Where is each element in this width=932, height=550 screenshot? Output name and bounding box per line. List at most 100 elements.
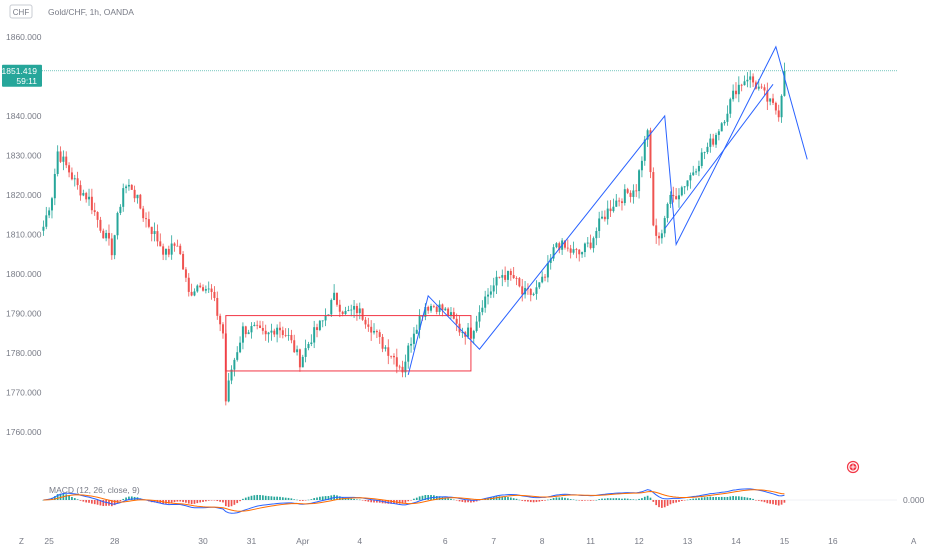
candle-body <box>729 99 732 114</box>
macd-histogram-bar <box>68 495 70 500</box>
pattern-polyline[interactable] <box>407 45 808 376</box>
y-tick-label: 1840.000 <box>6 111 42 121</box>
candle-body <box>695 171 698 173</box>
macd-histogram-bar <box>732 496 734 500</box>
candle-body <box>187 277 190 292</box>
macd-histogram-bar <box>435 495 438 500</box>
candle-body <box>219 315 222 325</box>
macd-histogram-bar <box>250 495 253 500</box>
macd-histogram-bar <box>276 496 278 500</box>
macd-histogram-bar <box>244 497 247 500</box>
macd-histogram-bar <box>689 499 692 500</box>
candle-body <box>749 76 752 80</box>
candle-body <box>96 212 99 220</box>
candle-body <box>321 320 324 322</box>
time-axis[interactable]: 25 28 30 31 Apr 4 6 7 8 11 12 13 14 15 16 <box>44 536 837 546</box>
candle-body <box>190 291 193 296</box>
alert-icon[interactable] <box>846 460 860 474</box>
y-tick-label: 1800.000 <box>6 269 42 279</box>
candle-body <box>569 248 572 253</box>
candle-body <box>598 218 601 232</box>
macd-histogram-bar <box>230 500 233 507</box>
candle-body <box>333 292 336 301</box>
macd-histogram-bar <box>236 500 239 504</box>
candle-body <box>42 226 45 231</box>
candle-body <box>344 311 347 315</box>
candle-body <box>167 248 170 255</box>
macd-legend[interactable]: MACD (12, 26, close, 9) <box>49 485 140 495</box>
candle-body <box>430 305 433 311</box>
macd-histogram-bar <box>242 498 244 500</box>
candle-body <box>706 146 709 153</box>
range-rectangle[interactable] <box>225 315 472 372</box>
macd-histogram-bar <box>347 498 350 500</box>
macd-line <box>43 488 785 514</box>
candle-body <box>59 151 62 162</box>
macd-histogram-bar <box>398 500 401 504</box>
macd-histogram-bar <box>623 498 626 500</box>
candle-body <box>512 274 515 279</box>
price-axis[interactable]: 1860.0001850.0001840.0001830.0001820.000… <box>6 32 42 437</box>
macd-histogram-bar <box>418 496 421 500</box>
candle-body <box>618 200 621 202</box>
candle-body <box>247 332 250 335</box>
macd-histogram-bar <box>227 500 230 507</box>
candle-body <box>652 172 655 226</box>
candle-body <box>395 357 398 367</box>
macd-histogram-bar <box>592 500 595 501</box>
macd-histogram-bar <box>296 499 298 501</box>
macd-histogram-bar <box>584 500 586 501</box>
candle-body <box>478 312 481 322</box>
macd-histogram-bar <box>775 500 777 505</box>
macd-histogram-bar <box>737 496 740 500</box>
candle-body <box>635 190 638 192</box>
macd-histogram-bar <box>529 500 532 503</box>
macd-histogram-bar <box>76 499 79 500</box>
macd-histogram-bar <box>71 496 73 500</box>
candle-body <box>85 193 88 200</box>
macd-histogram-bar <box>589 500 592 501</box>
macd-histogram-bar <box>287 497 290 500</box>
drawing-layer[interactable] <box>225 45 808 376</box>
timezone-button[interactable]: Z <box>19 537 24 546</box>
auto-scale-button[interactable]: A <box>911 537 917 546</box>
macd-histogram-bar <box>726 496 729 500</box>
candle-body <box>70 172 73 180</box>
candle-body <box>293 340 296 353</box>
macd-histogram-bar <box>205 500 207 502</box>
candle-body <box>48 210 51 216</box>
candle-body <box>538 282 541 288</box>
candle-body <box>495 276 498 286</box>
macd-histogram-bar <box>130 496 133 500</box>
candle-body <box>683 186 686 188</box>
candle-body <box>760 86 763 88</box>
candle-body <box>529 288 532 295</box>
candle-body <box>595 231 598 239</box>
macd-histogram-bar <box>153 500 156 503</box>
macd-histogram-bar <box>723 497 726 500</box>
macd-histogram-bar <box>626 498 629 500</box>
macd-histogram-bar <box>353 498 355 500</box>
channel-trendline[interactable] <box>664 84 774 229</box>
macd-histogram-bar <box>376 500 378 503</box>
candle-body <box>256 324 259 326</box>
macd-histogram-bar <box>452 499 455 501</box>
candle-body <box>153 231 156 234</box>
macd-histogram-bar <box>638 498 640 500</box>
macd-histogram-bar <box>649 497 652 500</box>
macd-histogram-bar <box>743 497 746 500</box>
candle-body <box>290 334 293 341</box>
macd-histogram-bar <box>185 500 187 503</box>
candle-body <box>122 188 125 207</box>
candle-body <box>147 219 150 227</box>
macd-histogram-bar <box>113 500 116 506</box>
candle-body <box>626 189 629 193</box>
candle-body <box>546 262 549 278</box>
macd-histogram-bar <box>698 498 700 500</box>
candle-body <box>107 232 110 239</box>
macd-histogram-bar <box>207 500 210 501</box>
y-tick-label: 1760.000 <box>6 427 42 437</box>
x-tick-label: 28 <box>110 536 120 546</box>
symbol-badge[interactable] <box>9 4 33 19</box>
